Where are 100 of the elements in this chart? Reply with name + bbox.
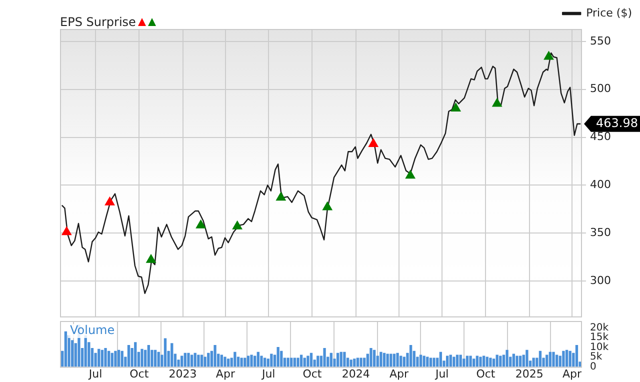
bar bbox=[336, 352, 340, 367]
bar bbox=[353, 358, 356, 367]
x-tick-label: Jul bbox=[88, 367, 102, 380]
bar bbox=[110, 352, 114, 367]
bar bbox=[555, 354, 558, 367]
point bbox=[146, 254, 156, 263]
x-tick-label: Oct bbox=[130, 367, 150, 380]
y-tick-label: 0 bbox=[590, 361, 596, 372]
y-tick-label: 15k bbox=[590, 332, 609, 344]
bar bbox=[286, 358, 290, 367]
bar bbox=[432, 358, 436, 367]
bar bbox=[462, 358, 466, 367]
bar bbox=[234, 352, 236, 367]
bar bbox=[469, 356, 472, 367]
y-tick-label: 20k bbox=[590, 322, 609, 334]
y-tick-label: 10k bbox=[590, 342, 609, 353]
bar bbox=[300, 354, 303, 367]
x-tick-label: Oct bbox=[302, 367, 322, 380]
bar bbox=[108, 350, 110, 367]
bar bbox=[429, 358, 432, 367]
bar bbox=[290, 358, 293, 367]
bar bbox=[226, 358, 230, 367]
y-tick-label: 550 bbox=[590, 34, 611, 48]
y-tick-label: 5k bbox=[590, 352, 602, 363]
bar bbox=[356, 358, 360, 367]
bar bbox=[409, 345, 412, 367]
bar bbox=[496, 354, 498, 367]
bar bbox=[250, 354, 253, 367]
bar bbox=[360, 358, 362, 367]
bar bbox=[120, 350, 124, 367]
bar bbox=[224, 356, 226, 367]
bar bbox=[240, 358, 243, 367]
bar bbox=[293, 358, 296, 367]
bar bbox=[456, 354, 459, 367]
bar bbox=[396, 352, 399, 367]
bar bbox=[343, 352, 346, 367]
x-tick-label: Jul bbox=[434, 367, 449, 380]
bar bbox=[439, 352, 442, 367]
bar bbox=[479, 356, 482, 367]
bar bbox=[449, 354, 452, 367]
x-tick-label: Apr bbox=[562, 367, 582, 380]
bar bbox=[88, 342, 90, 367]
bar bbox=[562, 350, 565, 367]
bar bbox=[392, 354, 396, 367]
bar bbox=[516, 356, 518, 367]
y-tick-label: 500 bbox=[590, 82, 611, 96]
bar bbox=[207, 352, 210, 367]
bar bbox=[200, 354, 204, 367]
bar bbox=[244, 358, 246, 367]
bar bbox=[190, 354, 194, 367]
bar bbox=[147, 345, 150, 367]
bar bbox=[204, 356, 206, 367]
bar bbox=[270, 354, 273, 367]
bar bbox=[134, 342, 137, 367]
bar bbox=[64, 331, 68, 367]
bar bbox=[330, 352, 332, 367]
bar bbox=[546, 354, 548, 367]
point bbox=[406, 170, 416, 179]
bar bbox=[390, 354, 392, 367]
bar bbox=[459, 354, 462, 367]
bar bbox=[506, 350, 508, 367]
bar bbox=[512, 354, 516, 367]
bar bbox=[310, 352, 313, 367]
bar bbox=[197, 354, 200, 367]
annotation: 463.98 bbox=[596, 116, 638, 130]
point bbox=[492, 98, 502, 107]
bar bbox=[194, 352, 196, 367]
bar bbox=[575, 345, 578, 367]
point bbox=[232, 220, 242, 230]
bar bbox=[486, 356, 488, 367]
bar bbox=[323, 348, 326, 367]
bar bbox=[426, 356, 429, 367]
point bbox=[322, 202, 332, 210]
bar bbox=[260, 356, 263, 367]
bar bbox=[532, 358, 535, 367]
bar bbox=[492, 358, 496, 367]
bar bbox=[303, 358, 306, 367]
x-tick-label: Oct bbox=[476, 367, 496, 380]
legend-title: EPS Surprise bbox=[60, 15, 136, 29]
point bbox=[104, 196, 115, 206]
bar bbox=[452, 356, 456, 367]
bar bbox=[552, 352, 555, 367]
bar bbox=[220, 354, 223, 367]
x-tick-label: 2025 bbox=[515, 367, 544, 380]
y-tick-label: 350 bbox=[590, 226, 611, 239]
bar bbox=[350, 360, 352, 367]
point bbox=[451, 103, 461, 112]
legend-label: Price ($) bbox=[586, 6, 632, 20]
point bbox=[276, 192, 286, 201]
x-tick-label: Apr bbox=[389, 367, 409, 380]
point bbox=[544, 51, 554, 60]
x-tick-label: 2023 bbox=[168, 367, 197, 380]
y-tick-label: 400 bbox=[590, 178, 611, 192]
bar bbox=[380, 352, 382, 367]
bar bbox=[214, 345, 216, 367]
bar bbox=[538, 350, 542, 367]
x-tick-label: Apr bbox=[216, 367, 236, 380]
bar bbox=[117, 350, 120, 367]
bar bbox=[157, 352, 160, 367]
bar bbox=[386, 354, 389, 367]
